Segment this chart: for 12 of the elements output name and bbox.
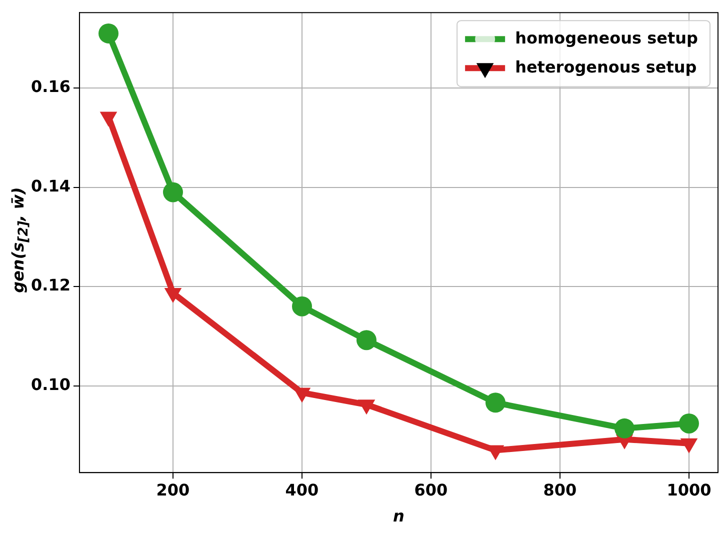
y-tick-label: 0.14	[30, 176, 70, 196]
x-tick-label: 800	[543, 480, 577, 500]
x-tick-label: 200	[156, 480, 190, 500]
y-tick-label: 0.10	[30, 374, 70, 394]
x-tick-label: 1000	[666, 480, 712, 500]
legend-label: homogeneous setup	[515, 28, 698, 48]
y-tick-label: 0.16	[30, 77, 70, 96]
x-tick-label: 600	[414, 480, 448, 500]
legend-label: heterogenous setup	[515, 57, 697, 76]
y-tick-label: 0.12	[30, 276, 70, 295]
x-axis-title: n	[393, 506, 404, 526]
x-tick-label: 400	[285, 480, 319, 500]
